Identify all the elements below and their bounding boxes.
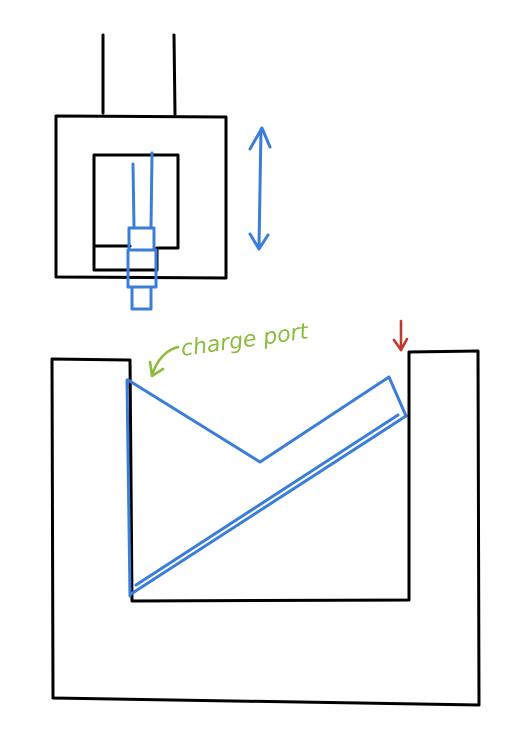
plunger-shaft-right — [149, 151, 154, 230]
charge-port-arrowhead — [148, 360, 165, 378]
plunger-tip — [130, 285, 153, 311]
press-assembly — [54, 33, 228, 280]
plunger-upper-collar — [127, 226, 156, 252]
plunger-head — [126, 248, 158, 289]
motion-arrow-shaft — [257, 127, 263, 249]
die-container — [50, 349, 481, 707]
press-housing-cavity — [92, 153, 180, 272]
motion-arrow — [248, 126, 272, 251]
press-rod-right — [172, 33, 177, 116]
plunger — [126, 151, 158, 311]
charge-port-label: charge port — [179, 319, 311, 362]
die-outline — [50, 349, 481, 707]
charge-port-arrow — [150, 345, 180, 377]
down-marker-head — [392, 337, 409, 352]
motion-arrow-head-up — [248, 126, 272, 151]
charge-port-annotation: charge port — [148, 319, 311, 378]
charge-diagonal-inner — [134, 413, 400, 587]
charge-v-shape — [126, 375, 408, 464]
down-marker — [392, 319, 409, 352]
charge-diagonal-outer — [129, 414, 408, 596]
charge-shape — [125, 375, 408, 598]
motion-arrow-head-down — [248, 232, 270, 251]
charge-left-wall — [125, 378, 132, 598]
press-housing-outer — [54, 114, 228, 280]
plunger-shaft-left — [131, 162, 136, 230]
